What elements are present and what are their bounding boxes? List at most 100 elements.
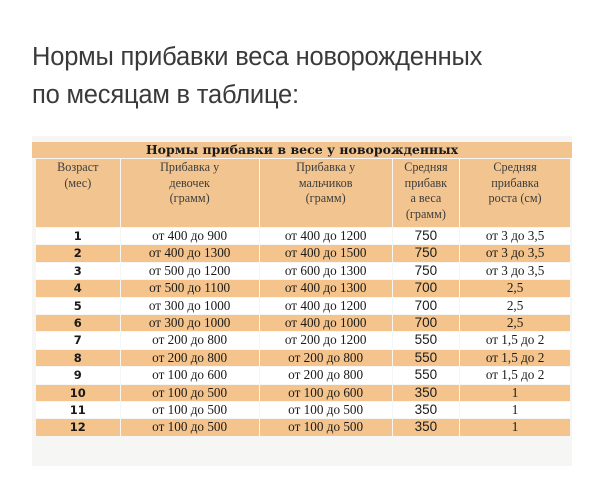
cell-avg-weight-gain: 750 [392,245,460,262]
cell-girls-gain: от 100 до 600 [120,367,259,384]
cell-avg-height-gain: 1 [460,419,570,436]
cell-boys-gain: от 200 до 1200 [259,332,392,349]
cell-girls-gain: от 400 до 900 [120,228,259,245]
header-line: (грамм) [169,191,210,205]
cell-girls-gain: от 400 до 1300 [120,245,259,262]
header-line: Возраст [57,160,99,174]
cell-girls-gain: от 100 до 500 [120,384,259,402]
cell-avg-weight-gain: 350 [392,402,460,419]
table-row: 7 от 200 до 800 от 200 до 1200 550 от 1,5 до… [36,332,570,349]
cell-age: 2 [36,245,120,262]
table-row: 4 от 500 до 1100 от 400 до 1300 700 2,5 [36,280,570,297]
header-avg-height-gain: Средняя прибавка роста (см) [460,159,570,227]
cell-girls-gain: от 100 до 500 [120,419,259,436]
header-line: роста (см) [488,191,542,205]
cell-avg-weight-gain: 550 [392,349,460,367]
cell-boys-gain: от 200 до 800 [259,367,392,384]
cell-girls-gain: от 500 до 1100 [120,280,259,297]
header-line: Средняя [493,160,537,174]
cell-avg-height-gain: от 1,5 до 2 [460,332,570,349]
cell-girls-gain: от 300 до 1000 [120,297,259,315]
table-row: 10 от 100 до 500 от 100 до 600 350 1 [36,384,570,402]
cell-avg-weight-gain: 700 [392,315,460,332]
cell-age: 7 [36,332,120,349]
header-line: (грамм) [305,191,346,205]
cell-girls-gain: от 300 до 1000 [120,315,259,332]
header-line: Средняя [404,160,448,174]
weight-gain-table: Возраст (мес) Прибавка у девочек (грамм) Приб… [35,158,571,437]
cell-avg-weight-gain: 350 [392,384,460,402]
header-boys-gain: Прибавка у мальчиков (грамм) [259,159,392,227]
cell-avg-weight-gain: 550 [392,332,460,349]
cell-boys-gain: от 200 до 800 [259,349,392,367]
cell-age: 10 [36,384,120,402]
cell-boys-gain: от 600 до 1300 [259,262,392,280]
header-line: а веса [410,191,442,205]
table-row: 9 от 100 до 600 от 200 до 800 550 от 1,5 до … [36,367,570,384]
cell-avg-height-gain: 2,5 [460,315,570,332]
cell-boys-gain: от 100 до 600 [259,384,392,402]
cell-boys-gain: от 400 до 1300 [259,280,392,297]
cell-boys-gain: от 100 до 500 [259,402,392,419]
header-line: прибавк [404,175,448,190]
cell-avg-height-gain: 1 [460,384,570,402]
cell-age: 1 [36,228,120,245]
cell-boys-gain: от 400 до 1500 [259,245,392,262]
cell-boys-gain: от 100 до 500 [259,419,392,436]
weight-gain-table-card: Нормы прибавки в весе у новорожденных Во… [32,136,572,466]
table-row: 5 от 300 до 1000 от 400 до 1200 700 2,5 [36,297,570,315]
table-header-row: Возраст (мес) Прибавка у девочек (грамм) Приб… [36,159,570,227]
cell-avg-height-gain: от 1,5 до 2 [460,367,570,384]
cell-age: 4 [36,280,120,297]
cell-avg-height-gain: от 1,5 до 2 [460,349,570,367]
page-title-line-1: Нормы прибавки веса новорожденных [32,43,483,71]
table-row: 8 от 200 до 800 от 200 до 800 550 от 1,5 до … [36,349,570,367]
cell-girls-gain: от 500 до 1200 [120,262,259,280]
header-line: Прибавка у [160,160,220,174]
table-row: 12 от 100 до 500 от 100 до 500 350 1 [36,419,570,436]
table-row: 11 от 100 до 500 от 100 до 500 350 1 [36,402,570,419]
table-row: 6 от 300 до 1000 от 400 до 1000 700 2,5 [36,315,570,332]
cell-avg-height-gain: 1 [460,402,570,419]
cell-age: 9 [36,367,120,384]
cell-avg-height-gain: 2,5 [460,280,570,297]
table-row: 1 от 400 до 900 от 400 до 1200 750 от 3 до 3… [36,228,570,245]
cell-avg-height-gain: от 3 до 3,5 [460,228,570,245]
header-line: (грамм) [405,206,446,221]
cell-age: 8 [36,349,120,367]
header-girls-gain: Прибавка у девочек (грамм) [120,159,259,227]
header-line: Прибавка у [296,160,356,174]
cell-avg-weight-gain: 700 [392,297,460,315]
header-line: мальчиков [298,175,353,190]
cell-age: 6 [36,315,120,332]
cell-age: 5 [36,297,120,315]
cell-girls-gain: от 100 до 500 [120,402,259,419]
header-line: девочек [169,175,210,190]
cell-boys-gain: от 400 до 1200 [259,228,392,245]
cell-avg-weight-gain: 750 [392,228,460,245]
cell-avg-height-gain: от 3 до 3,5 [460,245,570,262]
cell-avg-height-gain: от 3 до 3,5 [460,262,570,280]
cell-age: 12 [36,419,120,436]
cell-girls-gain: от 200 до 800 [120,349,259,367]
page-title: Нормы прибавки веса новорожденных по мес… [32,38,592,114]
table-body: 1 от 400 до 900 от 400 до 1200 750 от 3 до 3… [36,228,570,436]
page-title-line-2: по месяцам в таблице: [32,81,299,109]
cell-avg-weight-gain: 750 [392,262,460,280]
cell-avg-weight-gain: 700 [392,280,460,297]
table-row: 3 от 500 до 1200 от 600 до 1300 750 от 3 до … [36,262,570,280]
header-line: прибавка [491,175,539,190]
cell-boys-gain: от 400 до 1200 [259,297,392,315]
header-line: (мес) [64,175,92,190]
header-age: Возраст (мес) [36,159,120,227]
cell-boys-gain: от 400 до 1000 [259,315,392,332]
header-avg-weight-gain: Средняя прибавк а веса (грамм) [392,159,460,227]
cell-avg-weight-gain: 350 [392,419,460,436]
cell-girls-gain: от 200 до 800 [120,332,259,349]
cell-avg-height-gain: 2,5 [460,297,570,315]
table-caption: Нормы прибавки в весе у новорожденных [32,142,572,158]
cell-age: 11 [36,402,120,419]
table-row: 2 от 400 до 1300 от 400 до 1500 750 от 3 до … [36,245,570,262]
cell-avg-weight-gain: 550 [392,367,460,384]
cell-age: 3 [36,262,120,280]
